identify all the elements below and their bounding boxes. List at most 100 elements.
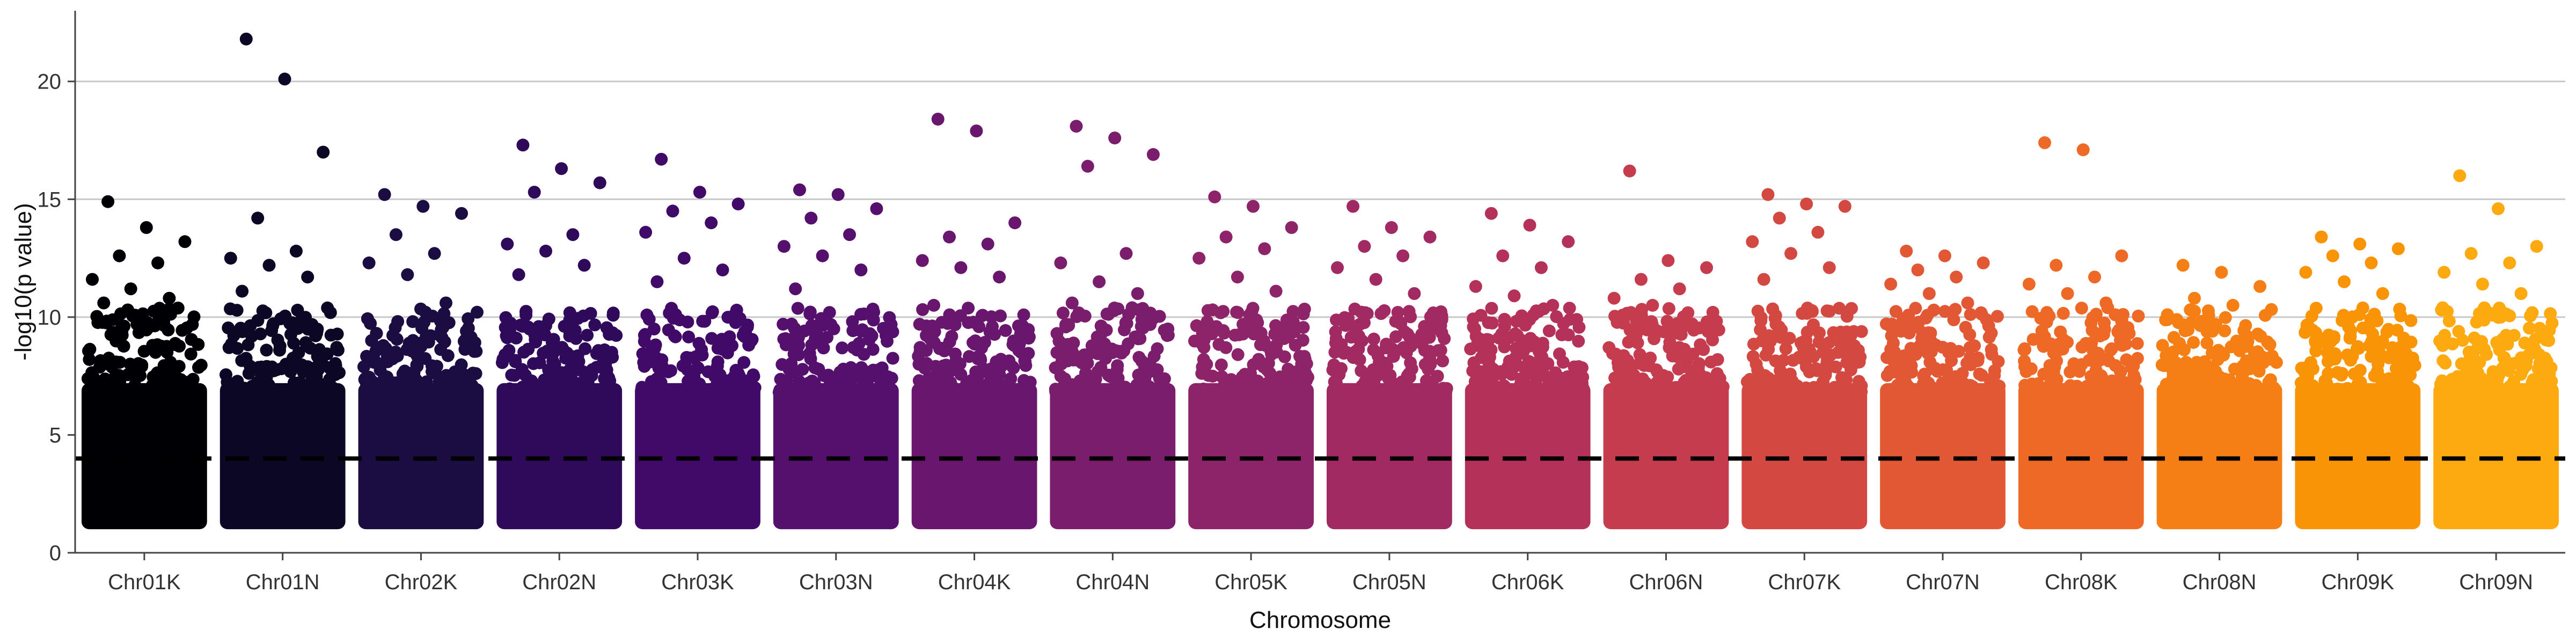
point <box>649 338 662 352</box>
point <box>2403 357 2416 370</box>
point <box>559 352 573 365</box>
point <box>270 363 283 376</box>
point <box>1824 348 1837 362</box>
top-point <box>416 200 430 213</box>
top-point <box>124 282 137 296</box>
point <box>1296 334 1309 347</box>
point <box>714 386 727 399</box>
series-Chr03K <box>635 152 762 530</box>
top-point <box>2514 287 2528 300</box>
point <box>1110 363 1124 376</box>
top-point <box>1231 270 1244 284</box>
point <box>2321 346 2334 360</box>
point <box>377 385 390 399</box>
top-point <box>804 211 818 225</box>
point <box>1977 385 1990 399</box>
point <box>2383 385 2396 399</box>
point <box>701 365 715 378</box>
top-point <box>501 237 514 251</box>
point <box>2331 383 2344 396</box>
point <box>2512 356 2526 369</box>
point <box>2084 316 2098 330</box>
series-Chr02N <box>495 138 623 530</box>
point <box>1614 385 1628 399</box>
point <box>1920 343 1933 357</box>
point <box>1562 328 1575 341</box>
point <box>1094 319 1108 333</box>
point <box>2265 349 2279 363</box>
top-point <box>1208 190 1221 203</box>
point <box>2230 380 2243 393</box>
point <box>817 341 830 355</box>
top-point <box>655 152 668 166</box>
point <box>1762 342 1775 356</box>
top-point <box>1761 188 1775 201</box>
point <box>2435 303 2448 317</box>
point <box>871 369 884 383</box>
point <box>1464 342 1477 356</box>
point <box>1787 354 1800 367</box>
point <box>250 385 264 398</box>
point <box>2501 356 2515 370</box>
point <box>260 343 273 357</box>
point <box>996 379 1009 392</box>
top-point <box>2188 291 2201 305</box>
point <box>331 343 345 357</box>
point <box>1436 354 1450 368</box>
point <box>391 315 405 328</box>
point <box>568 324 582 337</box>
point <box>118 319 131 333</box>
point <box>1507 360 1521 373</box>
point <box>730 303 743 317</box>
point <box>2391 369 2404 383</box>
top-point <box>1773 211 1786 225</box>
point <box>2491 338 2505 351</box>
data-points <box>81 32 2559 530</box>
point <box>1852 375 1865 388</box>
point <box>2043 383 2057 396</box>
top-point <box>2299 266 2312 279</box>
point <box>994 309 1007 323</box>
point <box>847 341 860 354</box>
point <box>1158 324 1171 337</box>
point <box>994 360 1008 373</box>
point <box>772 386 786 399</box>
point <box>1843 342 1857 356</box>
point <box>434 314 447 328</box>
point <box>789 328 802 341</box>
top-point <box>1534 261 1548 274</box>
top-point <box>1331 261 1344 274</box>
point <box>164 308 177 321</box>
point <box>1391 306 1404 319</box>
point <box>1467 320 1480 334</box>
point <box>185 333 198 346</box>
point <box>1812 335 1826 349</box>
point <box>2047 346 2060 360</box>
point <box>606 350 619 364</box>
point <box>1779 342 1792 355</box>
top-point <box>163 291 176 305</box>
top-point <box>1757 273 1770 286</box>
series-Chr04K <box>911 113 1037 530</box>
point <box>883 311 896 324</box>
point-cloud-Chr04K <box>911 383 1037 530</box>
series-Chr02K <box>357 188 484 530</box>
point <box>1817 375 1829 389</box>
top-point <box>954 261 968 274</box>
point <box>1298 353 1312 366</box>
top-point <box>1285 221 1298 234</box>
point <box>918 362 932 375</box>
point <box>1949 370 1962 383</box>
point <box>529 335 543 349</box>
point <box>2533 348 2546 361</box>
point <box>2456 334 2469 347</box>
top-point <box>97 296 111 310</box>
top-point <box>2376 287 2389 300</box>
point <box>723 330 736 343</box>
point <box>1743 372 1757 386</box>
point <box>1415 383 1428 396</box>
point <box>128 378 142 392</box>
top-point <box>1396 249 1410 262</box>
point <box>2164 384 2177 397</box>
point <box>435 331 449 345</box>
